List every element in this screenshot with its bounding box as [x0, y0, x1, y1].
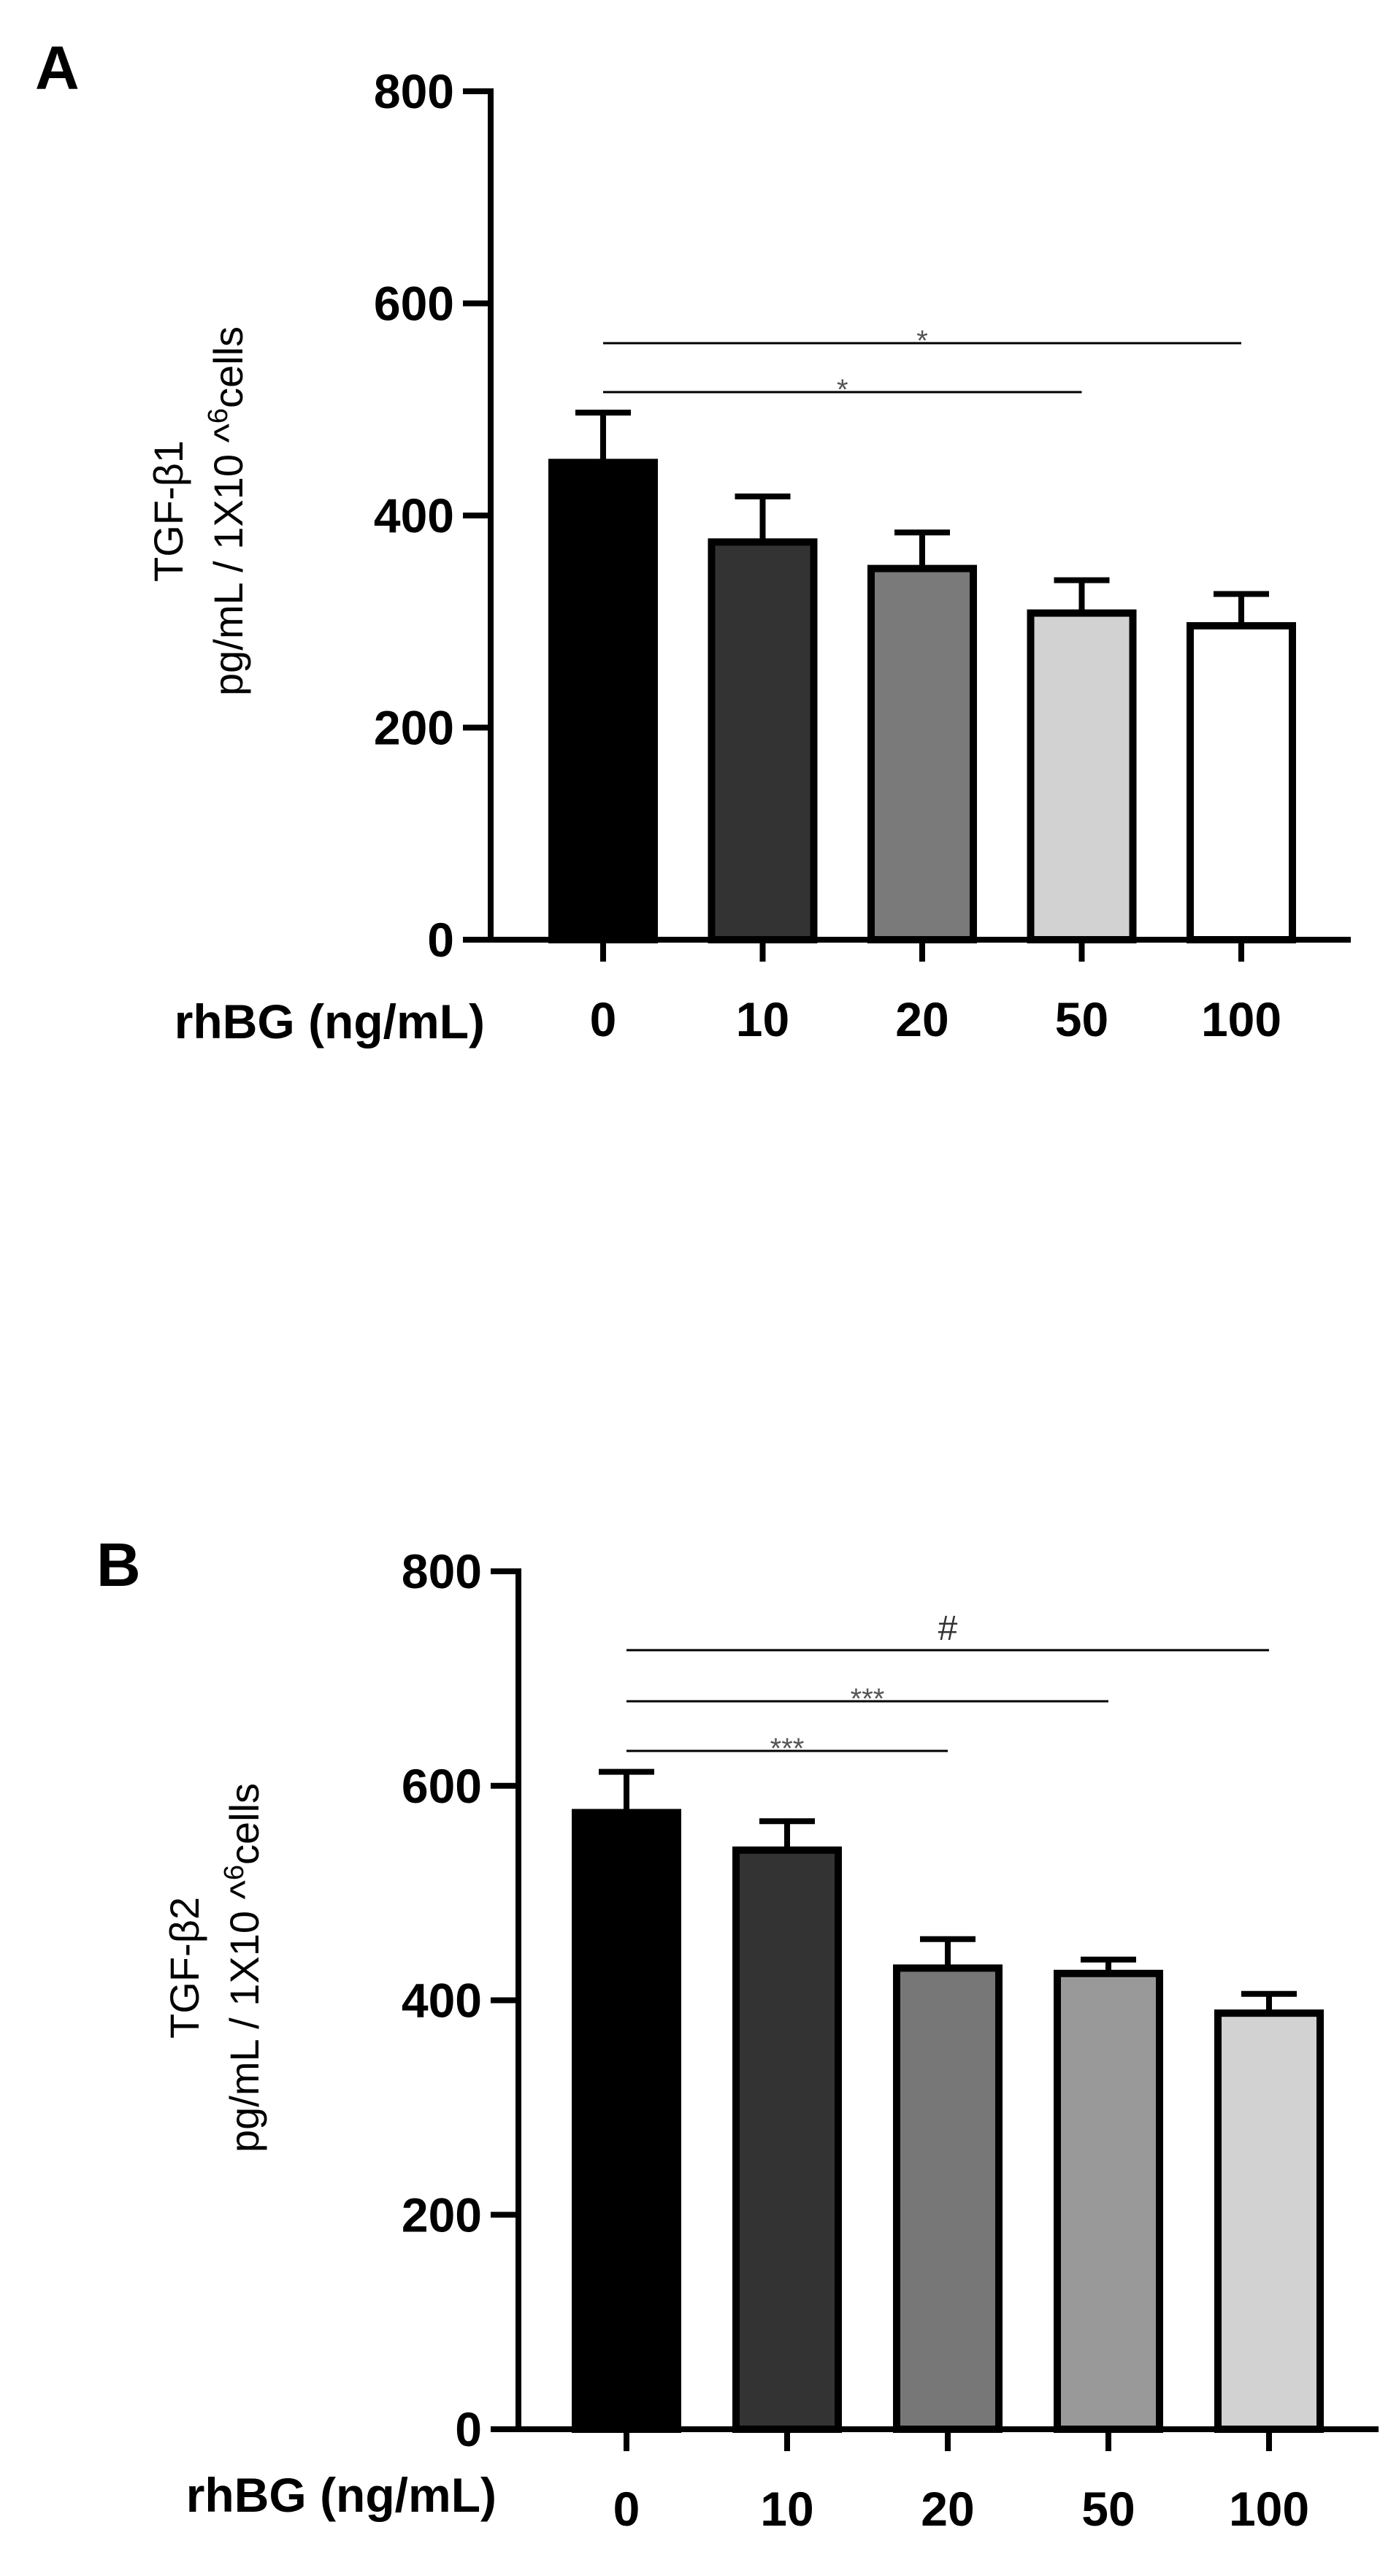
chart-a-category-label: 0	[590, 992, 617, 1046]
chart-b-bar-10	[732, 1846, 842, 2433]
chart-a-ylabel-suffix: cells	[205, 326, 251, 408]
chart-b-significance-label: #	[938, 1609, 958, 1648]
chart-b-bar-50	[1054, 1969, 1163, 2433]
chart-b-category-label: 0	[613, 2482, 640, 2536]
chart-a-category-label: 20	[895, 992, 948, 1046]
chart-b-bar-100	[1214, 2009, 1324, 2433]
chart-a-category-label: 10	[736, 992, 789, 1046]
chart-b-category-label: 10	[760, 2482, 813, 2536]
chart-b-ylabel-sup: 6	[219, 1865, 250, 1880]
chart-a-ylabel-prefix: pg/mL / 1X10 ^	[205, 423, 251, 696]
chart-a-bar-10	[708, 538, 818, 943]
chart-b-y-tick-label: 200	[402, 2188, 482, 2242]
chart-a-y-tick-label: 0	[427, 913, 454, 967]
chart-a-category-label: 100	[1201, 992, 1281, 1046]
chart-b-ylabel-line2: pg/mL / 1X10 ^6cells	[219, 1783, 267, 2153]
chart-b-significance-label: ***	[851, 1683, 885, 1715]
chart-b-panel-label: B	[96, 1530, 141, 1599]
chart-b-y-tick-label: 400	[402, 1974, 482, 2028]
chart-b-ylabel-prefix: pg/mL / 1X10 ^	[221, 1880, 267, 2153]
chart-b-category-label: 50	[1081, 2482, 1135, 2536]
chart-b-bar-0	[572, 1809, 681, 2433]
chart-a-y-tick-label: 800	[374, 64, 454, 118]
chart-b-plot-area: 0 200 400 600 800 0 10 20 50 100 # *** ***	[402, 1544, 1379, 2536]
chart-b: B TGF-β2 pg/mL / 1X10 ^6cells rhBG (ng/m…	[96, 1530, 1379, 2536]
chart-a-panel-label: A	[35, 34, 80, 102]
chart-a-significance-label: *	[916, 325, 928, 357]
chart-a-y-tick-label: 600	[374, 277, 454, 331]
chart-b-ylabel: TGF-β2 pg/mL / 1X10 ^6cells	[161, 1783, 267, 2153]
chart-b-ylabel-suffix: cells	[221, 1783, 267, 1865]
chart-a-bar-50	[1027, 609, 1137, 943]
chart-a-ylabel-line2: pg/mL / 1X10 ^6cells	[203, 326, 251, 696]
chart-a-xlabel: rhBG (ng/mL)	[175, 994, 485, 1049]
chart-b-xlabel: rhBG (ng/mL)	[186, 2468, 497, 2522]
chart-a-significance-label: *	[837, 374, 848, 406]
chart-b-category-label: 20	[921, 2482, 974, 2536]
chart-a-bar-100	[1187, 622, 1296, 943]
chart-b-bar-20	[893, 1964, 1003, 2433]
chart-b-category-label: 100	[1229, 2482, 1309, 2536]
chart-a-ylabel-sup: 6	[203, 408, 234, 423]
chart-a-ylabel: TGF-β1 pg/mL / 1X10 ^6cells	[145, 326, 251, 696]
chart-b-y-tick-label: 800	[402, 1544, 482, 1598]
chart-b-y-tick-label: 600	[402, 1759, 482, 1813]
chart-b-significance-label: ***	[770, 1733, 805, 1765]
chart-a-ylabel-line1: TGF-β1	[145, 440, 191, 582]
chart-b-ylabel-line1: TGF-β2	[161, 1897, 207, 2039]
chart-a-bar-20	[867, 564, 977, 943]
chart-a: A TGF-β1 pg/mL / 1X10 ^6cells rhBG (ng/m…	[35, 34, 1351, 1049]
chart-a-y-tick-label: 400	[374, 488, 454, 543]
chart-a-plot-area: 0 200 400 600 800 0 10 20 50 100 * *	[374, 64, 1351, 1046]
chart-a-y-tick-label: 200	[374, 701, 454, 755]
chart-a-bar-0	[548, 459, 658, 943]
chart-a-category-label: 50	[1055, 992, 1108, 1046]
chart-b-y-tick-label: 0	[455, 2402, 482, 2456]
